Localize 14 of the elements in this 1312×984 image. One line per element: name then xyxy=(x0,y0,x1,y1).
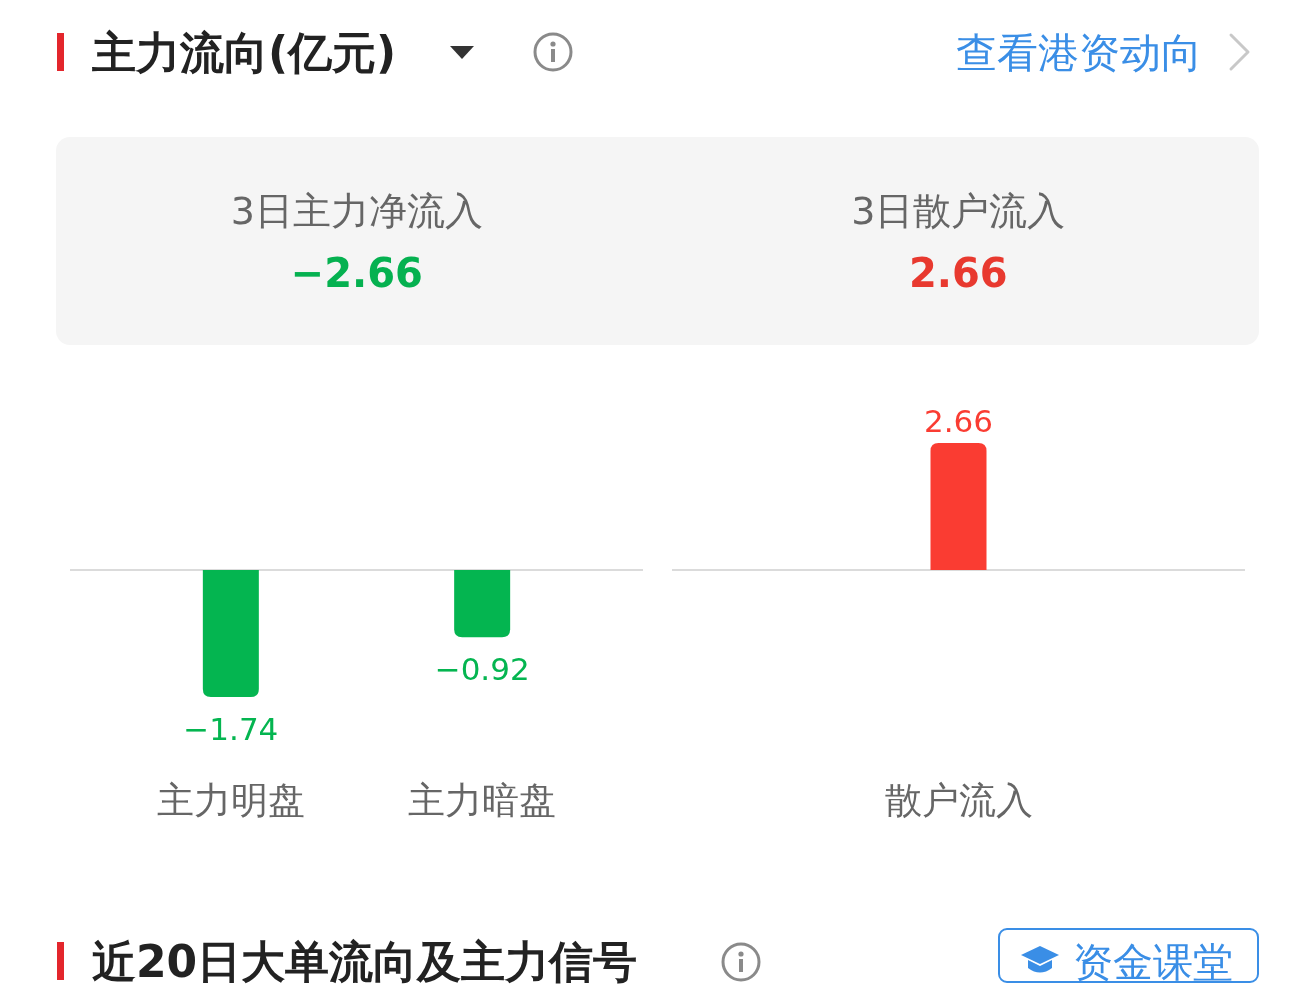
text: 查看港资动向 xyxy=(956,29,1202,77)
x-tick-label: 散户流入 xyxy=(884,779,1033,822)
category-label: 3日主力净流入 xyxy=(230,189,483,233)
data-label: −0.92 xyxy=(434,651,530,688)
data-label: 2.66 xyxy=(908,250,1008,296)
data-label: 2.66 xyxy=(923,403,994,439)
category-label: 3日散户流入 xyxy=(851,189,1066,233)
text: 资金课堂 xyxy=(1073,939,1233,984)
text: 近20日大单流向及主力信号 xyxy=(92,936,638,984)
data-label: −1.74 xyxy=(183,711,279,747)
data-label: −2.66 xyxy=(290,250,423,296)
text: 主力流向(亿元) xyxy=(91,27,397,78)
x-tick-label: 主力明盘 xyxy=(156,779,305,822)
x-tick-label: 主力暗盘 xyxy=(408,779,557,822)
